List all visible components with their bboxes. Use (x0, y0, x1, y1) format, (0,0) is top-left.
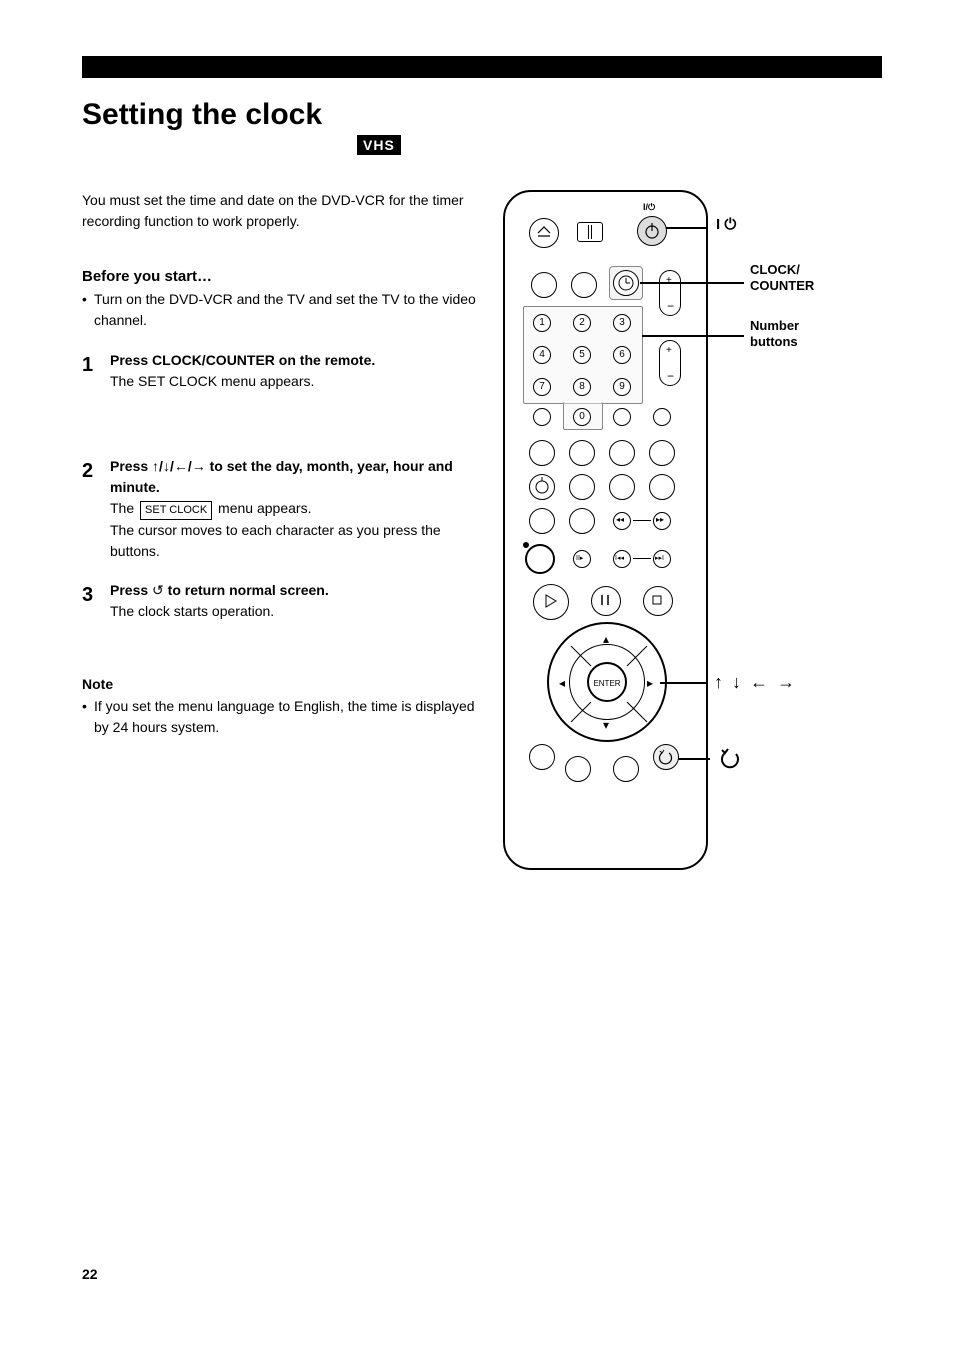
generic-button[interactable] (609, 440, 635, 466)
ff-button[interactable]: ▸▸I (653, 550, 671, 568)
step-body-text: The clock starts operation. (110, 603, 274, 619)
vhs-badge: VHS (357, 135, 401, 155)
header-bar (82, 56, 882, 78)
page-number: 22 (82, 1266, 98, 1282)
generic-button[interactable] (571, 272, 597, 298)
note-bullet: If you set the menu language to English,… (82, 696, 482, 738)
num-label: 0 (573, 408, 591, 426)
return-button[interactable] (653, 744, 679, 770)
stop-button[interactable] (643, 586, 673, 616)
callout-power-label: I ⏻ (716, 216, 736, 233)
step-button[interactable]: II▸ (573, 550, 591, 568)
step-2: 2 Press ↑/↓/←/→ to set the day, month, y… (82, 456, 482, 562)
num-label: 2 (573, 314, 591, 332)
step-1: 1 Press CLOCK/COUNTER on the remote. The… (82, 350, 482, 392)
generic-button[interactable] (529, 440, 555, 466)
remote-control: I/⏻ + − 1 2 3 4 5 6 + − 7 8 9 0 (503, 190, 708, 870)
generic-button[interactable] (529, 744, 555, 770)
up-arrow-icon[interactable]: ▴ (603, 632, 609, 646)
down-arrow-icon[interactable]: ▾ (603, 718, 609, 732)
step-body-text2: The cursor moves to each character as yo… (110, 522, 441, 559)
num-label: 6 (613, 346, 631, 364)
left-arrow-icon[interactable]: ◂ (559, 676, 565, 690)
num-label: 1 (533, 314, 551, 332)
before-you-start-block: Before you start… Turn on the DVD-VCR an… (82, 268, 482, 331)
generic-button[interactable] (529, 508, 555, 534)
volume-rocker-1[interactable]: + − (659, 270, 681, 316)
note-block: Note If you set the menu language to Eng… (82, 676, 482, 738)
volume-rocker-2[interactable]: + − (659, 340, 681, 386)
generic-button[interactable] (569, 508, 595, 534)
eject-button[interactable] (529, 218, 559, 248)
pause-button[interactable] (591, 586, 621, 616)
generic-button[interactable] (653, 408, 671, 426)
generic-button[interactable] (649, 440, 675, 466)
step-number: 1 (82, 350, 110, 380)
connector-line (633, 520, 651, 521)
intro-text: You must set the time and date on the DV… (82, 190, 482, 232)
rec-button[interactable] (525, 544, 555, 574)
connector-line (633, 558, 651, 559)
generic-button[interactable] (565, 756, 591, 782)
generic-button[interactable] (613, 756, 639, 782)
callout-line (642, 335, 744, 337)
generic-button[interactable] (649, 474, 675, 500)
num-label: 9 (613, 378, 631, 396)
right-arrow-icon[interactable]: ▸ (647, 676, 653, 690)
clock-counter-button[interactable] (613, 270, 639, 296)
num-label: 8 (573, 378, 591, 396)
generic-button[interactable] (609, 474, 635, 500)
callout-clock-label: CLOCK/ COUNTER (750, 262, 814, 293)
step-title: Press ↺ to return normal screen. (110, 580, 482, 601)
num-label: 7 (533, 378, 551, 396)
play-button[interactable] (533, 584, 569, 620)
num-label: 5 (573, 346, 591, 364)
callout-arrows-label: ↑ ↓ ← → (714, 672, 797, 693)
generic-button[interactable] (569, 474, 595, 500)
section-title: Setting the clock (82, 98, 322, 132)
step-3: 3 Press ↺ to return normal screen. The c… (82, 580, 482, 622)
before-heading: Before you start… (82, 268, 482, 285)
num-label: 4 (533, 346, 551, 364)
callout-line (640, 282, 744, 284)
step-title: Press ↑/↓/←/→ to set the day, month, yea… (110, 456, 482, 498)
tv-vcr-button[interactable] (577, 222, 603, 242)
step-number: 2 (82, 456, 110, 486)
num-label: 3 (613, 314, 631, 332)
step-number: 3 (82, 580, 110, 610)
next-button[interactable]: ▸▸ (653, 512, 671, 530)
callout-numbers-label: Number buttons (750, 318, 799, 349)
generic-button[interactable] (531, 272, 557, 298)
enter-button[interactable]: ENTER (587, 662, 627, 702)
rew-button[interactable]: I◂◂ (613, 550, 631, 568)
power-button[interactable] (637, 216, 667, 246)
callout-line (666, 227, 706, 229)
generic-button[interactable] (529, 474, 555, 500)
rec-dot (523, 542, 529, 548)
callout-return-label (718, 746, 742, 776)
generic-button[interactable] (533, 408, 551, 426)
generic-button[interactable] (569, 440, 595, 466)
before-bullet: Turn on the DVD-VCR and the TV and set t… (82, 289, 482, 331)
step-title: Press CLOCK/COUNTER on the remote. (110, 350, 482, 371)
callout-line (678, 758, 710, 760)
menu-box: SET CLOCK (140, 501, 212, 520)
step-body-text: The SET CLOCK menu appears. (110, 500, 311, 516)
prev-button[interactable]: ◂◂ (613, 512, 631, 530)
power-top-label: I/⏻ (643, 202, 655, 213)
generic-button[interactable] (613, 408, 631, 426)
step-body-text: The SET CLOCK menu appears. (110, 373, 314, 389)
note-heading: Note (82, 676, 482, 692)
callout-line (660, 682, 708, 684)
